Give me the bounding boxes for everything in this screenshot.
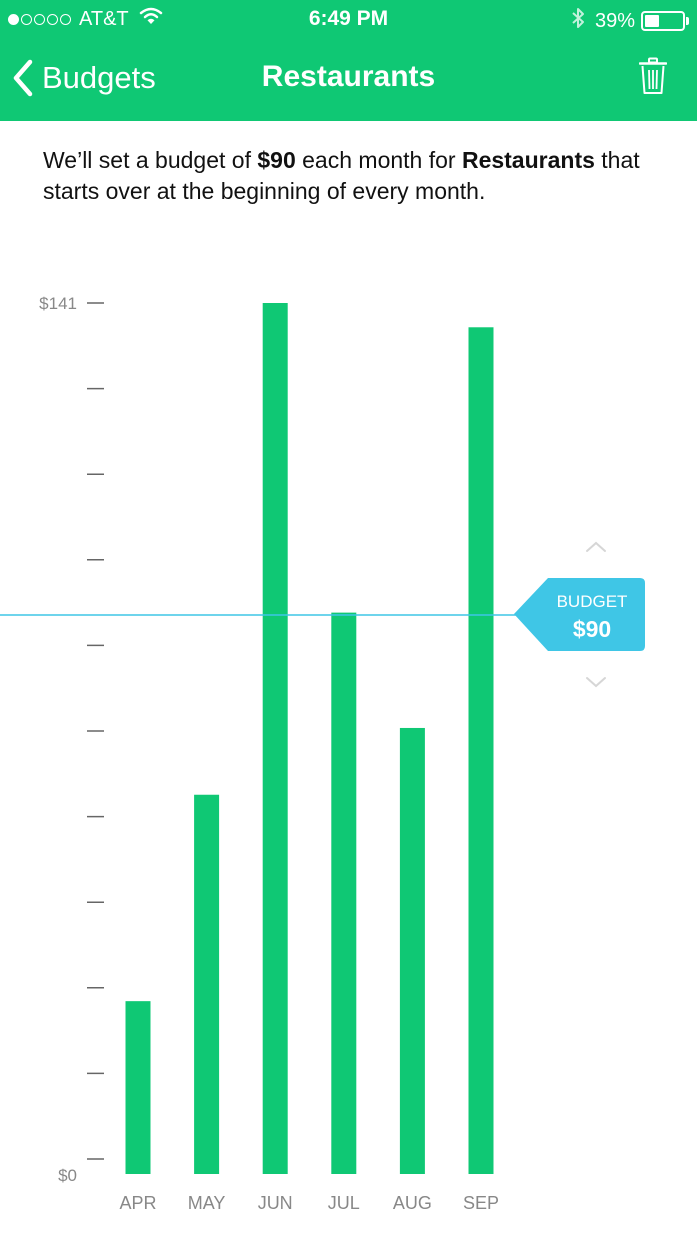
back-button[interactable]: Budgets: [12, 58, 156, 98]
trash-button[interactable]: [638, 57, 668, 100]
bar-may[interactable]: [194, 794, 220, 1174]
desc-part1: We’ll set a budget of: [43, 147, 258, 173]
battery-percent: 39%: [594, 9, 635, 32]
status-bar: AT&T 6:49 PM 39%: [0, 0, 697, 40]
signal-dot-icon: [60, 13, 71, 25]
x-axis-label-apr: APR: [119, 1193, 156, 1213]
trash-icon: [638, 57, 668, 94]
wifi-icon: [139, 7, 163, 31]
battery-icon: [641, 11, 685, 31]
page-title: Restaurants: [261, 60, 436, 93]
signal-dot-icon: [21, 13, 32, 25]
desc-amount: $90: [257, 147, 296, 173]
signal-dot-icon: [8, 13, 19, 25]
budget-tag-amount: $90: [573, 616, 611, 642]
nav-title-wrap: Restaurants: [0, 60, 697, 94]
x-axis-label-jul: JUL: [328, 1193, 360, 1213]
signal-dot-icon: [34, 13, 45, 25]
bar-jun[interactable]: [262, 303, 288, 1174]
carrier-label: AT&T: [79, 7, 129, 30]
bar-apr[interactable]: [125, 1001, 151, 1174]
x-axis-label-aug: AUG: [393, 1193, 432, 1213]
bar-aug[interactable]: [399, 727, 425, 1174]
y-axis-label-max: $141: [39, 294, 77, 313]
bar-jul[interactable]: [331, 612, 357, 1174]
status-right: 39%: [571, 6, 689, 36]
signal-dot-icon: [47, 13, 58, 25]
budget-tag[interactable]: [514, 578, 645, 651]
back-button-label: Budgets: [42, 60, 156, 95]
chevron-down-icon[interactable]: [586, 677, 606, 688]
chevron-left-icon: [13, 59, 33, 97]
bar-sep[interactable]: [468, 327, 494, 1174]
budget-description: We’ll set a budget of $90 each month for…: [43, 145, 643, 207]
bluetooth-icon: [571, 6, 585, 36]
status-time: 6:49 PM: [308, 7, 389, 30]
desc-part2: each month for: [295, 147, 462, 173]
status-left: AT&T: [0, 7, 163, 31]
y-axis-label-min: $0: [58, 1166, 77, 1185]
x-axis-label-may: MAY: [188, 1193, 226, 1213]
desc-part3: that starts over at the beginning of eve…: [43, 147, 640, 204]
x-axis-label-sep: SEP: [463, 1193, 499, 1213]
x-axis-label-jun: JUN: [258, 1193, 293, 1213]
desc-category: Restaurants: [461, 147, 595, 173]
header: AT&T 6:49 PM 39% Budgets: [0, 0, 697, 121]
budget-tag-label: BUDGET: [557, 592, 628, 611]
chevron-up-icon[interactable]: [586, 541, 606, 552]
